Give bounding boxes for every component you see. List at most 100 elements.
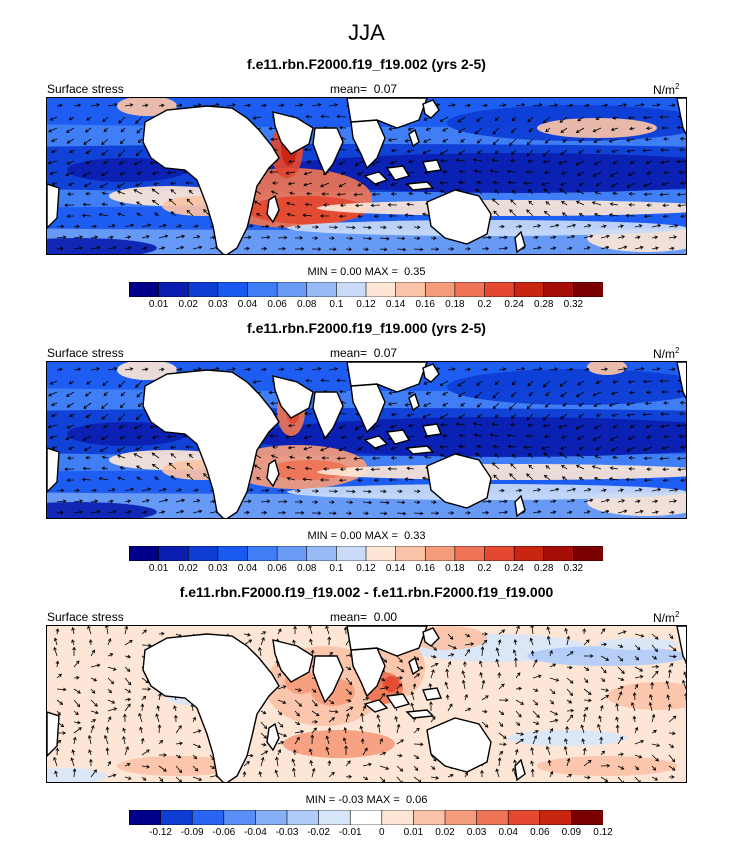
wind-arrow-head [499,723,504,728]
wind-arrow-head [180,509,185,514]
wind-arrow-head [592,128,597,133]
wind-arrow-head [435,776,440,780]
wind-arrow-shaft [515,626,520,635]
wind-arrow-shaft [549,728,553,734]
wind-arrow-head [323,203,327,207]
panel-3-title: f.e11.rbn.F2000.f19_f19.002 - f.e11.rbn.… [179,584,554,600]
continent-outline [266,722,280,752]
wind-arrow-head [149,425,154,429]
wind-arrow-head [265,488,270,493]
wind-arrow-head [302,213,306,218]
wind-arrow-head [587,224,592,228]
wind-arrow-shaft [611,446,619,452]
wind-arrow-head [494,381,499,386]
wind-arrow-shaft [337,115,347,118]
wind-arrow-shaft [56,104,63,107]
wind-arrow-head [476,444,481,449]
wind-arrow-shaft [73,710,79,715]
wind-arrow-shaft [634,368,644,371]
wind-arrow-head [546,626,551,631]
wind-arrow-shaft [124,368,133,371]
wind-arrow-head [628,455,633,460]
wind-arrow-shaft [430,655,436,658]
wind-arrow-head [283,499,288,504]
wind-arrow-shaft [481,368,488,371]
wind-arrow-head [558,452,563,456]
colorbar-tick-label: 0.24 [504,563,524,574]
wind-arrow-shaft [72,627,75,635]
wind-arrow-head [512,767,516,772]
wind-arrow-head [510,151,515,156]
wind-arrow-shaft [292,640,296,646]
wind-arrow-shaft [173,705,177,712]
wind-arrow-shaft [86,116,92,121]
wind-arrow-shaft [498,236,508,239]
wind-arrow-shaft [549,236,556,239]
wind-arrow-head [154,476,158,480]
wind-arrow-shaft [560,127,568,133]
wind-arrow-head [518,713,522,718]
field-contour [447,369,686,405]
wind-arrow-shaft [124,500,131,503]
continent-outline [272,375,314,419]
wind-arrow-shaft [344,727,347,734]
wind-arrow-shaft [595,455,602,459]
wind-arrow-head [144,103,149,108]
field-contour [117,98,177,116]
wind-arrow-head [387,202,392,207]
wind-arrow-shaft [532,368,542,371]
wind-arrow-shaft [477,138,483,144]
wind-arrow-head [488,235,492,240]
wind-arrow-head [636,646,641,651]
wind-arrow-head [129,639,133,644]
wind-arrow-shaft [260,368,267,371]
wind-arrow-shaft [447,368,455,371]
wind-arrow-shaft [362,490,371,493]
wind-arrow-head [644,401,649,406]
wind-arrow-head [339,125,343,130]
wind-arrow-shaft [306,193,313,195]
wind-arrow-shaft [379,226,387,228]
wind-arrow-head [629,424,634,428]
wind-arrow-shaft [408,391,415,395]
wind-arrow-shaft [82,214,92,217]
wind-arrow-head [676,389,681,394]
wind-arrow-head [185,181,189,185]
wind-arrow-shaft [106,727,109,734]
wind-arrow-shaft [405,214,415,217]
wind-arrow-shaft [543,116,551,124]
wind-arrow-head [632,692,637,696]
wind-arrow-shaft [615,717,619,723]
wind-arrow-head [578,150,583,154]
wind-arrow-shaft [566,758,570,767]
wind-arrow-head [526,141,531,146]
wind-arrow-shaft [643,182,653,187]
wind-arrow-shaft [153,446,160,449]
wind-arrow-head [102,160,107,164]
wind-arrow-shaft [685,248,686,249]
wind-arrow-head [672,715,677,720]
wind-arrow-head [50,149,55,154]
wind-arrow-head [560,151,564,156]
wind-arrow-head [436,367,441,371]
wind-arrow-head [518,686,523,691]
wind-arrow-shaft [612,456,619,459]
wind-arrow-shaft [122,728,126,734]
wind-arrow-shaft [634,727,638,734]
wind-arrow-head [578,477,583,481]
wind-arrow-head [542,152,547,157]
wind-arrow-head [110,680,115,685]
wind-arrow-shaft [583,688,592,695]
wind-arrow-shaft [124,626,128,635]
wind-arrow-shaft [634,500,641,503]
wind-arrow-shaft [459,170,466,173]
wind-arrow-shaft [157,705,160,712]
wind-arrow-head [597,723,601,728]
wind-arrow-shaft [209,500,216,503]
wind-arrow-head [543,188,547,192]
wind-arrow-head [621,235,626,239]
colorbar-swatch [444,810,478,825]
wind-arrow-head [619,657,624,662]
panel-2-units-base: N/m [653,347,675,361]
panel-1-min-label: MIN = [307,266,338,278]
